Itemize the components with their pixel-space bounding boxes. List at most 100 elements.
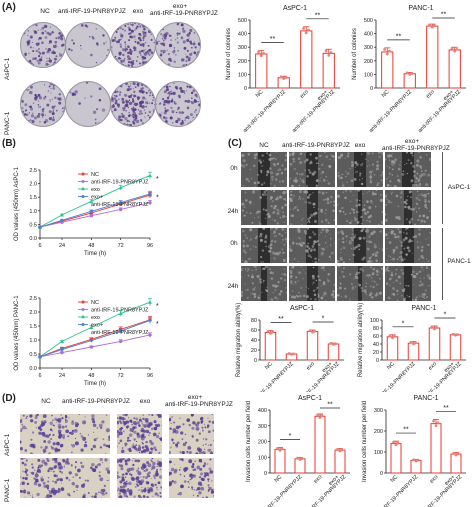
data-point <box>329 342 333 345</box>
y-tick-label: 400 <box>238 32 247 38</box>
x-tick-label: NC <box>264 361 274 371</box>
bar <box>448 49 461 89</box>
bar <box>407 342 420 361</box>
data-point <box>410 72 414 75</box>
data-point <box>259 54 263 58</box>
bar <box>430 423 442 474</box>
y-axis-label: OD values (450nm) AsPC-1 <box>14 166 20 241</box>
legend-label: NC <box>91 172 99 178</box>
d-col-label-anti: anti-tRF-19-PNR8YPJZ <box>62 398 130 405</box>
legend-label: exo+ <box>91 323 103 329</box>
wound-image <box>289 190 335 225</box>
growth-chart-aspc1: 0.0 0.5 1.0 1.5 2.0 2.5 6 24 48 72 96 Time (h) OD va… <box>14 166 159 257</box>
wound-image <box>241 152 287 187</box>
legend-marker <box>81 172 85 176</box>
y-tick-label: 0.0 <box>29 236 37 242</box>
colony-plate <box>110 22 156 68</box>
d-col-label-combo-1: exo+ <box>187 394 203 401</box>
x-axis-label: Time (h) <box>84 381 106 387</box>
chart-title: AsPC-1 <box>290 305 314 312</box>
invasion-image <box>65 414 110 454</box>
bar <box>428 327 441 361</box>
y-tick-label: 1.5 <box>29 195 37 201</box>
x-tick-label: anti-tRF-19-PNR8YPJZ <box>296 361 341 392</box>
colony-plate <box>110 81 156 127</box>
colony-plate <box>20 22 66 68</box>
invasion-image <box>65 458 110 498</box>
data-point <box>324 49 328 53</box>
y-tick-label: 80 <box>373 326 379 332</box>
legend-label: exo <box>91 315 100 321</box>
col-label-combo-2: anti-tRF-19-PNR8YPJZ <box>150 10 218 17</box>
y-tick-label: 2.5 <box>29 296 37 302</box>
y-tick-label: 1.5 <box>29 324 37 330</box>
colony-chart-aspc1: AsPC-1 0 100 200 300 400 500 Number of colonies… <box>226 5 340 134</box>
invasion-chart-panc1: PANC-1 0 100 200 300 Invasion cells number pe… <box>362 395 466 507</box>
data-point <box>412 342 415 346</box>
c-cell-aspc1: AsPC-1 <box>447 184 471 191</box>
data-point <box>148 173 152 178</box>
sig-label: * <box>156 321 159 328</box>
legend-label: exo+ <box>91 195 103 201</box>
y-tick-label: 200 <box>258 440 267 446</box>
data-point <box>60 218 64 223</box>
data-point <box>300 457 304 460</box>
x-tick-label: 6 <box>38 243 41 249</box>
legend-marker <box>81 315 85 319</box>
row-label-panc1: PANC-1 <box>4 111 11 135</box>
data-point <box>278 448 282 452</box>
panel-label-c: (C) <box>228 138 242 149</box>
legend-label: anti-tRF-19-PNR8YPJZ <box>91 330 149 336</box>
data-point <box>430 325 434 329</box>
data-point <box>308 329 312 332</box>
data-point <box>392 440 395 444</box>
wound-image <box>385 190 431 225</box>
panel-label-b: (B) <box>2 138 16 149</box>
invasion-image <box>169 458 214 498</box>
data-point <box>456 452 460 456</box>
y-tick-label: 300 <box>364 45 373 51</box>
x-tick-label: anti-tRF-19-PNR8YPJZ <box>242 89 287 134</box>
data-point <box>409 340 413 344</box>
wound-image <box>337 152 383 187</box>
chart-title: AsPC-1 <box>298 395 322 402</box>
x-tick-label: NC <box>386 361 396 371</box>
x-tick-label: NC <box>381 89 391 99</box>
y-tick-label: 500 <box>364 18 373 24</box>
wound-image <box>337 266 383 301</box>
legend-marker <box>81 323 85 326</box>
bar <box>386 336 399 361</box>
y-axis-label: Number of colonies <box>226 28 232 80</box>
data-point <box>414 341 417 345</box>
y-tick-label: 400 <box>258 408 267 414</box>
bar <box>300 30 313 89</box>
data-point <box>284 76 288 79</box>
d-row-label-aspc1: AsPC-1 <box>4 433 11 456</box>
bar <box>403 73 416 89</box>
bar <box>390 443 402 474</box>
colony-chart-panc1: PANC-1 0 100 200 300 400 500 Number of colonies… <box>352 5 466 134</box>
invasion-image <box>20 414 65 454</box>
x-axis-label: Time (h) <box>84 251 106 257</box>
data-point <box>60 347 64 352</box>
col-label-nc: NC <box>40 8 50 15</box>
sig-label: * <box>156 194 159 201</box>
data-point <box>336 447 339 451</box>
x-tick-label: 96 <box>147 373 153 379</box>
data-point <box>405 71 409 75</box>
wound-image <box>385 266 431 301</box>
data-point <box>396 441 400 445</box>
sig-label: ** <box>270 36 276 43</box>
c-time-24h-b: 24h <box>227 283 239 290</box>
wound-image <box>385 228 431 263</box>
bar <box>426 25 439 89</box>
y-tick-label: 0.0 <box>29 366 37 372</box>
data-point <box>118 329 123 334</box>
data-point <box>435 326 438 329</box>
x-tick-label: NC <box>390 474 400 484</box>
data-point <box>89 325 94 329</box>
bar <box>381 51 394 89</box>
y-tick-label: 200 <box>374 429 383 435</box>
data-point <box>385 52 389 56</box>
legend-label: exo <box>91 187 100 193</box>
